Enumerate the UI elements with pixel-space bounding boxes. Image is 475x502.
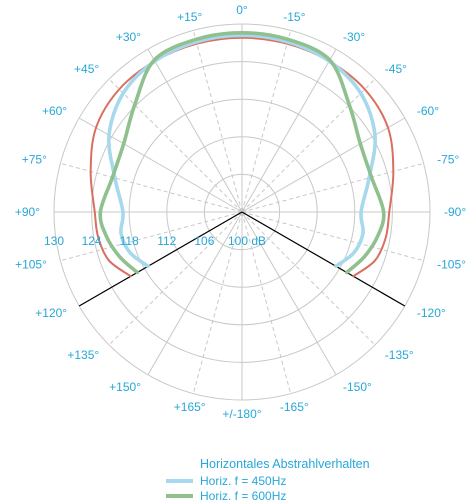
angle-label: +90° [15, 205, 40, 219]
angle-label: +/-180° [222, 407, 261, 421]
ring-label: 124 [82, 234, 102, 248]
grid-spoke [241, 211, 376, 346]
angle-label: -165° [280, 400, 309, 414]
grid-spoke [147, 48, 243, 213]
ring-label: 130 [44, 234, 64, 248]
coverage-line [78, 211, 243, 307]
angle-label: -60° [417, 104, 439, 118]
grid-spoke [108, 78, 243, 213]
ring-label: 118 [120, 234, 139, 248]
angle-label: +15° [177, 10, 202, 24]
ring-label: 106 [194, 234, 214, 248]
angle-label: 0° [236, 3, 248, 17]
angle-label: -90° [444, 205, 466, 219]
angle-label: -45° [385, 62, 407, 76]
legend-title: Horizontales Abstrahlverhalten [200, 457, 370, 471]
grid-spoke [241, 162, 424, 213]
grid-spoke [241, 211, 424, 262]
grid-spoke [241, 211, 292, 394]
ring-label: 112 [157, 234, 176, 248]
series-line-450hz [106, 33, 378, 269]
grid-spoke [147, 211, 243, 376]
grid-spoke [241, 48, 337, 213]
grid-spoke [192, 211, 243, 394]
angle-label: +30° [116, 30, 141, 44]
grid-spoke [60, 211, 243, 262]
series-line-600hz [98, 30, 386, 275]
angle-label: +150° [109, 380, 141, 394]
angle-label: -120° [417, 306, 446, 320]
grid-spoke [241, 30, 292, 213]
coverage-lines [78, 211, 406, 307]
grid-spoke [108, 211, 243, 346]
angle-label: -30° [343, 30, 365, 44]
angle-label: -105° [437, 257, 466, 271]
angle-label: +45° [74, 62, 99, 76]
series-layer [89, 30, 395, 278]
legend: Horizontales Abstrahlverhalten Horiz. f … [166, 457, 370, 502]
angle-label: +135° [67, 348, 99, 362]
legend-label-450hz: Horiz. f = 450Hz [200, 474, 286, 488]
angle-label: -150° [343, 380, 372, 394]
ring-labels: 130 124 118 112 106 100 dB [44, 234, 266, 248]
grid-spoke [241, 78, 376, 213]
angle-label: -15° [283, 10, 305, 24]
legend-label-600hz: Horiz. f = 600Hz [200, 489, 286, 502]
angle-label: +120° [35, 306, 67, 320]
grid-spoke [241, 117, 406, 213]
angle-label: -75° [437, 153, 459, 167]
grid-spoke [192, 30, 243, 213]
angle-label: +105° [15, 257, 47, 271]
grid-spoke [78, 117, 243, 213]
ring-label: 100 dB [228, 234, 266, 248]
angle-labels: 0° -15° -30° -45° -60° -75° -90° -105° -120° -135… [15, 3, 467, 421]
grid-spoke [241, 211, 337, 376]
coverage-line [241, 211, 406, 307]
angle-label: +75° [22, 153, 47, 167]
angle-label: -135° [385, 348, 414, 362]
angle-label: +60° [42, 104, 67, 118]
angle-label: +165° [174, 400, 206, 414]
series-line-reference [89, 36, 395, 278]
grid-spoke [60, 162, 243, 213]
